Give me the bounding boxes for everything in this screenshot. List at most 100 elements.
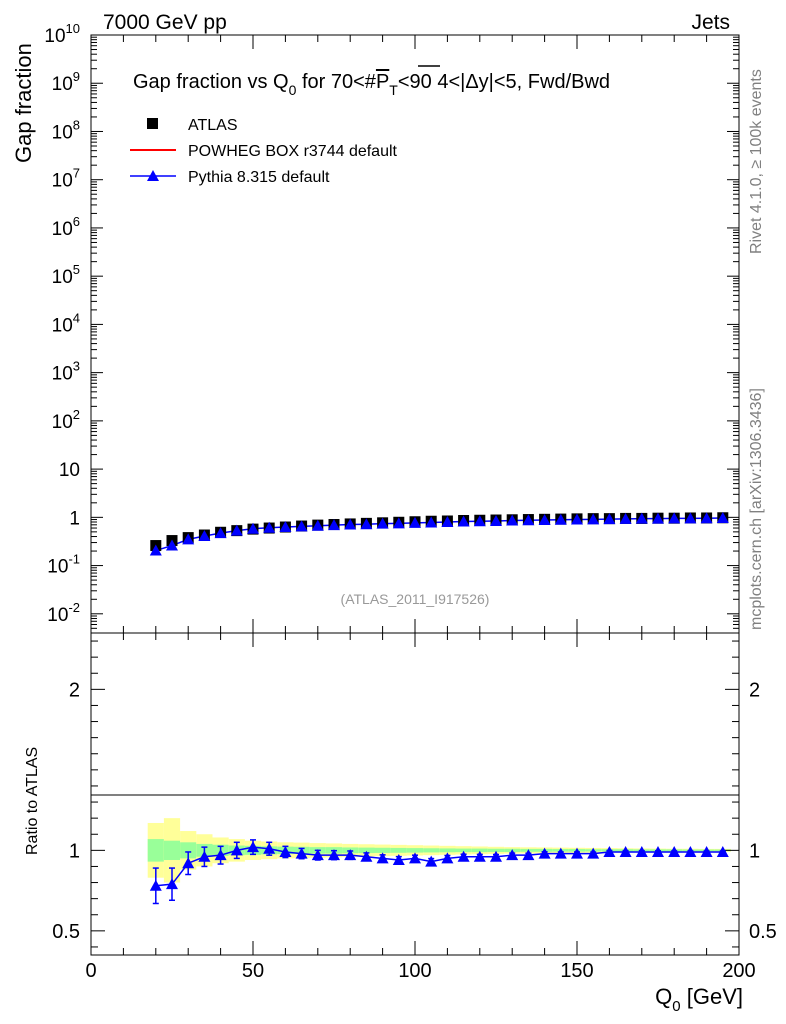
pythia-point	[635, 512, 648, 524]
pythia-ratio-point	[700, 845, 713, 857]
ratio-tick-label-left: 2	[69, 679, 80, 701]
pythia-point	[230, 524, 243, 536]
ratio-tick-label-right: 0.5	[749, 921, 777, 943]
pythia-ratio-point	[149, 879, 162, 891]
ratio-axis-title: Ratio to ATLAS	[24, 747, 41, 855]
pythia-point	[166, 539, 178, 551]
pythia-ratio-point	[230, 844, 243, 856]
pythia-ratio-point	[441, 852, 454, 864]
pythia-point	[182, 533, 195, 545]
y-tick-label: 108	[52, 117, 80, 143]
pythia-ratio-point	[538, 847, 551, 859]
chart-title: Gap fraction vs Q0 for 70<#PT<90 4<|Δy|<…	[133, 71, 610, 98]
rivet-label: Rivet 4.1.0, ≥ 100k events	[748, 69, 765, 254]
ratio-tick-label-right: 2	[749, 679, 760, 701]
y-tick-label: 10-1	[47, 552, 80, 578]
pythia-ratio-point	[716, 845, 729, 857]
pythia-point	[344, 518, 357, 530]
ratio-tick-label-left: 0.5	[52, 921, 80, 943]
pythia-ratio-point	[425, 855, 438, 867]
ratio-band-inner	[147, 839, 164, 862]
y-tick-label: 104	[52, 310, 80, 336]
ratio-band-inner	[406, 848, 424, 853]
x-tick-label: 100	[398, 960, 431, 982]
pythia-point	[716, 511, 729, 523]
pythia-ratio-point	[490, 850, 502, 862]
ratio-panel: 0.5 0.5 1 1 2 2 0 50 100 150 200	[52, 632, 777, 982]
pythia-ratio-point	[603, 845, 616, 857]
pythia-point	[328, 519, 340, 531]
ratio-band-inner	[487, 848, 505, 852]
pythia-ratio-point	[263, 842, 276, 854]
pythia-point	[392, 517, 405, 529]
pythia-point	[684, 512, 697, 524]
pythia-ratio-point	[295, 847, 308, 859]
x-tick-label: 50	[242, 960, 264, 982]
mcplots-label: mcplots.cern.ch [arXiv:1306.3436]	[748, 388, 765, 630]
pythia-ratio-point	[652, 845, 664, 857]
ratio-tick-label-right: 1	[749, 840, 760, 862]
pythia-ratio-point	[247, 841, 259, 853]
pythia-point	[522, 514, 535, 526]
pythia-point	[198, 530, 211, 542]
pythia-ratio-point	[684, 845, 697, 857]
ratio-band-inner	[390, 847, 407, 853]
y-tick-label: 1010	[44, 21, 80, 47]
pythia-ratio-point	[587, 847, 600, 859]
main-panel: 10-2 10-1 1 10 102 103 104 105 106 107 108 109 1010	[44, 21, 740, 634]
pythia-ratio-point	[635, 845, 648, 857]
pythia-point	[652, 512, 664, 524]
y-tick-label: 107	[52, 166, 80, 192]
ratio-band-inner	[423, 848, 440, 853]
pythia-ratio-point	[668, 845, 681, 857]
pythia-point	[490, 514, 502, 526]
ratio-tick-label-left: 1	[69, 840, 80, 862]
ratio-band-inner	[439, 848, 456, 853]
pythia-point	[425, 516, 438, 528]
pythia-point	[538, 514, 551, 526]
pythia-ratio-point	[376, 852, 389, 864]
pythia-ratio-point	[392, 854, 405, 866]
pythia-point	[263, 521, 276, 533]
pythia-ratio-point	[198, 850, 211, 862]
ratio-band-inner	[471, 848, 488, 853]
pythia-ratio-point	[182, 857, 195, 869]
pythia-point	[457, 515, 470, 527]
pythia-ratio-point	[279, 845, 292, 857]
pythia-point	[409, 516, 421, 528]
pythia-point	[295, 520, 308, 532]
pythia-point	[214, 527, 227, 539]
pythia-point	[279, 521, 292, 533]
pythia-ratio-point	[311, 849, 324, 861]
pythia-point	[473, 515, 486, 527]
ratio-band-inner	[455, 848, 472, 853]
header-process: Jets	[691, 11, 730, 34]
legend-label-atlas: ATLAS	[188, 117, 238, 134]
analysis-id: (ATLAS_2011_I917526)	[341, 591, 490, 607]
pythia-ratio-point	[328, 849, 340, 861]
y-tick-label: 1	[69, 508, 80, 529]
pythia-ratio-point	[344, 849, 357, 861]
pythia-point	[619, 512, 632, 524]
legend-label-powheg: POWHEG BOX r3744 default	[188, 143, 398, 160]
ratio-band-inner	[374, 847, 391, 853]
legend-marker-atlas	[147, 118, 158, 129]
x-tick-label: 150	[560, 960, 593, 982]
pythia-ratio-point	[506, 849, 519, 861]
pythia-point	[554, 513, 567, 525]
pythia-ratio-point	[457, 850, 470, 862]
pythia-point	[587, 513, 600, 525]
y-axis-title: Gap fraction	[11, 43, 36, 163]
ratio-band-inner	[358, 847, 375, 854]
pythia-point	[376, 517, 389, 529]
y-tick-label: 10	[59, 460, 80, 481]
pythia-point	[571, 513, 583, 525]
y-tick-label: 103	[52, 359, 80, 385]
x-tick-label: 200	[722, 960, 755, 982]
x-tick-label: 0	[85, 960, 96, 982]
ratio-band-inner	[180, 842, 197, 859]
y-tick-label: 105	[52, 262, 80, 288]
pythia-point	[441, 516, 454, 528]
pythia-point	[506, 514, 519, 526]
